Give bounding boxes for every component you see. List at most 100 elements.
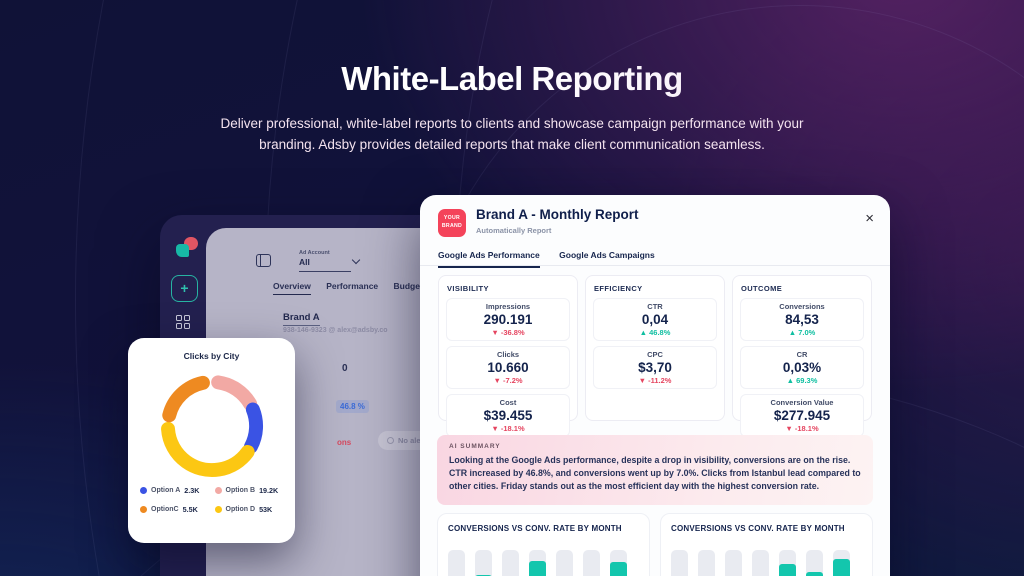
conversions-chart-left: CONVERSIONS VS CONV. RATE BY MONTH <box>437 513 650 576</box>
tab-google-ads-campaigns[interactable]: Google Ads Campaigns <box>559 250 655 260</box>
clicks-by-city-donut-chart <box>154 368 270 484</box>
metric-value: $39.455 <box>483 408 533 423</box>
metric-delta: ▲ 7.0% <box>788 328 816 337</box>
badge-line1: YOUR <box>443 215 461 222</box>
metric-value: 84,53 <box>785 312 819 327</box>
bar-track <box>779 550 796 576</box>
metric-label: CTR <box>647 302 663 311</box>
chevron-down-icon[interactable] <box>351 255 361 265</box>
bar-fill <box>529 560 546 576</box>
donut-segment <box>160 374 264 478</box>
add-button[interactable]: + <box>171 275 198 302</box>
efficiency-column: EFFICIENCY CTR 0,04 ▲ 46.8% CPC $3,70 ▼ … <box>585 275 725 421</box>
column-header: EFFICIENCY <box>594 284 643 293</box>
donut-segment <box>160 374 264 478</box>
legend-value: 53K <box>259 505 273 514</box>
close-icon[interactable]: × <box>865 210 874 227</box>
tab-budget[interactable]: Budget <box>393 281 423 291</box>
bar-chart <box>448 542 639 576</box>
metric-label: Cost <box>499 398 517 407</box>
bar-track <box>833 550 850 576</box>
metric-tile-cpc: CPC $3,70 ▼ -11.2% <box>593 346 717 389</box>
donut-chart-svg <box>160 374 264 478</box>
metric-value: 290.191 <box>483 312 533 327</box>
legend-label: OptionC <box>151 506 179 513</box>
bar-track <box>448 550 465 576</box>
metric-delta: ▼ -18.1% <box>785 424 819 433</box>
badge-line2: BRAND <box>441 223 463 229</box>
metric-value: 10.660 <box>487 360 529 375</box>
bar-chart <box>671 542 862 576</box>
metric-label: Impressions <box>485 302 531 311</box>
legend-label: Option B <box>225 487 256 494</box>
bar-fill <box>610 561 627 576</box>
bar-fill <box>475 574 492 576</box>
metric-tile-impressions: Impressions 290.191 ▼ -36.8% <box>446 298 570 341</box>
grid-menu-icon[interactable] <box>176 315 190 329</box>
conversions-chart-right: CONVERSIONS VS CONV. RATE BY MONTH <box>660 513 873 576</box>
legend-label: Option A <box>151 487 181 494</box>
monthly-report-card: YOUR BRAND Brand A - Monthly Report Auto… <box>420 195 890 576</box>
logo-teal-shape <box>176 244 189 257</box>
metric-label: Clicks <box>496 350 520 359</box>
clicks-by-city-title: Clicks by City <box>183 351 240 361</box>
metric-value: 0,04 <box>641 312 669 327</box>
ad-account-underline <box>299 271 351 273</box>
metric-tile-ctr: CTR 0,04 ▲ 46.8% <box>593 298 717 341</box>
adsby-logo-icon <box>176 237 198 257</box>
tab-overview[interactable]: Overview <box>273 281 311 295</box>
bar-track <box>806 550 823 576</box>
tab-google-ads-performance[interactable]: Google Ads Performance <box>438 250 540 268</box>
sidebar-toggle-icon[interactable] <box>256 254 271 267</box>
outcome-column: OUTCOME Conversions 84,53 ▲ 7.0% CR 0,03… <box>732 275 872 437</box>
legend-value: 5.5K <box>182 505 198 514</box>
bar-track <box>529 550 546 576</box>
legend-item: Option B 19.2K <box>214 486 286 495</box>
metric-delta: ▲ 46.8% <box>639 328 671 337</box>
metric-delta: ▼ -36.8% <box>491 328 525 337</box>
metric-label: CPC <box>647 350 663 359</box>
bar-track <box>752 550 769 576</box>
visibility-column: VISIBILITY Impressions 290.191 ▼ -36.8% … <box>438 275 578 437</box>
dashboard-tabs: Overview Performance Budget <box>273 281 436 295</box>
bar-fill <box>779 563 796 576</box>
bar-track <box>583 550 600 576</box>
brand-link[interactable]: Brand A <box>283 312 320 326</box>
legend-item: Option D 53K <box>214 505 286 514</box>
ad-account-select[interactable]: All <box>299 257 310 267</box>
metric-delta: ▼ -11.2% <box>638 376 672 385</box>
your-brand-badge: YOUR BRAND <box>438 209 466 237</box>
metric-delta: ▼ -7.2% <box>493 376 523 385</box>
legend-label: Option D <box>225 506 256 513</box>
bar-fill <box>833 559 850 576</box>
partial-red-text: ons <box>337 438 352 447</box>
metric-value: $3,70 <box>638 360 672 375</box>
bar-fill <box>806 571 823 576</box>
metric-delta: ▲ 69.3% <box>786 376 818 385</box>
chart-title: CONVERSIONS VS CONV. RATE BY MONTH <box>448 524 622 533</box>
bar-track <box>725 550 742 576</box>
ai-summary-box: AI SUMMARY Looking at the Google Ads per… <box>437 435 873 505</box>
ai-summary-label: AI SUMMARY <box>449 443 501 450</box>
legend-item: OptionC 5.5K <box>140 505 211 514</box>
report-title: Brand A - Monthly Report <box>476 207 639 222</box>
donut-segment <box>160 374 264 478</box>
ai-summary-text: Looking at the Google Ads performance, d… <box>449 455 861 492</box>
legend-dot-option-b <box>214 487 222 494</box>
metric-columns: VISIBILITY Impressions 290.191 ▼ -36.8% … <box>438 275 872 437</box>
legend-dot-option-c <box>140 506 147 513</box>
bar-track <box>502 550 519 576</box>
page-subtitle: Deliver professional, white-label report… <box>220 116 804 152</box>
metric-label: Conversion Value <box>770 398 834 407</box>
ad-account-label: Ad Account <box>299 250 330 256</box>
column-header: VISIBILITY <box>447 284 489 293</box>
legend-dot-option-d <box>214 506 222 513</box>
report-subtitle: Automatically Report <box>476 226 552 235</box>
metric-value: $277.945 <box>773 408 831 423</box>
tab-performance[interactable]: Performance <box>326 281 379 291</box>
metric-tile-cr: CR 0,03% ▲ 69.3% <box>740 346 864 389</box>
legend-value: 19.2K <box>259 486 279 495</box>
metric-value: 0,03% <box>782 360 822 375</box>
brand-contact: 938-146-9323 @ alex@adsby.co <box>283 327 388 334</box>
legend-item: Option A 2.3K <box>140 486 211 495</box>
